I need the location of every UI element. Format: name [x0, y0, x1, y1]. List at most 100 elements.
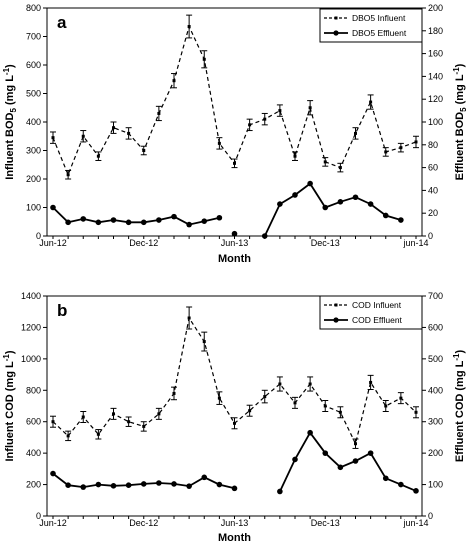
- influent-point: [172, 391, 176, 395]
- effluent-point: [382, 212, 389, 219]
- influent-point: [66, 173, 70, 177]
- influent-point: [369, 100, 373, 104]
- influent-point: [263, 117, 267, 121]
- effluent-point: [398, 481, 404, 488]
- y-left-tick-label: 100: [26, 203, 41, 213]
- y-right-tick-label: 100: [428, 117, 443, 127]
- y-left-tick-label: 200: [26, 480, 41, 490]
- influent-point: [293, 401, 297, 405]
- axis-label-text: Effluent COD: [454, 394, 466, 462]
- legend-marker: [333, 317, 339, 323]
- effluent-point: [65, 482, 71, 489]
- axis-label-text: Influent BOD: [4, 112, 16, 179]
- y-right-tick-label: 60: [428, 163, 438, 173]
- influent-point: [369, 380, 373, 384]
- effluent-point: [80, 216, 87, 222]
- y-right-tick-label: 500: [428, 354, 443, 364]
- effluent-point: [292, 456, 298, 463]
- y-right-tick-label: 80: [428, 140, 438, 150]
- panel-label: b: [57, 301, 67, 320]
- effluent-point: [171, 481, 177, 487]
- effluent-point: [307, 429, 313, 436]
- x-axis-label: Month: [218, 253, 251, 265]
- y-right-tick-label: 700: [428, 291, 443, 301]
- effluent-point: [171, 213, 177, 220]
- y-right-tick-label: 200: [428, 448, 443, 458]
- y-left-tick-label: 700: [26, 32, 41, 42]
- y-right-tick-label: 140: [428, 71, 443, 81]
- effluent-point: [367, 201, 374, 207]
- y-left-tick-label: 600: [26, 60, 41, 70]
- effluent-point: [398, 217, 404, 223]
- effluent-point: [292, 192, 298, 198]
- effluent-point: [367, 450, 374, 456]
- y-right-tick-label: 100: [428, 480, 443, 490]
- effluent-point: [110, 483, 117, 489]
- axis-label-superscript: -1: [2, 67, 11, 75]
- influent-point: [142, 149, 146, 152]
- effluent-point: [140, 481, 147, 487]
- series-influent: [50, 306, 419, 449]
- y-right-tick-label: 120: [428, 94, 443, 104]
- axis-label-subscript: 5: [9, 108, 18, 113]
- effluent-point: [382, 475, 389, 482]
- y-left-tick-label: 600: [26, 417, 41, 427]
- effluent-point: [125, 482, 132, 489]
- axis-label-units: (mg L: [454, 360, 466, 393]
- influent-point: [66, 434, 70, 438]
- effluent-point: [277, 488, 283, 495]
- x-tick-label: Jun-13: [221, 238, 249, 248]
- x-tick-label: Jun-12: [39, 518, 67, 528]
- effluent-point: [231, 485, 238, 492]
- effluent-point: [231, 230, 238, 237]
- axis-label-units: (mg L: [4, 361, 16, 394]
- effluent-point: [352, 458, 359, 464]
- axis-label-subscript: 5: [459, 107, 468, 112]
- series-influent: [50, 14, 419, 180]
- y-left-axis-label: Influent COD (mg L-1): [2, 350, 16, 461]
- y-right-tick-label: 20: [428, 208, 438, 218]
- y-left-tick-label: 1400: [21, 291, 41, 301]
- legend: COD Influent COD Effluent: [319, 295, 423, 330]
- effluent-point: [50, 470, 56, 477]
- legend-marker: [334, 303, 338, 307]
- influent-point: [323, 404, 327, 408]
- y-left-tick-label: 0: [36, 511, 41, 521]
- influent-point: [217, 141, 221, 145]
- influent-point: [51, 136, 55, 140]
- y-right-tick-label: 0: [428, 511, 433, 521]
- y-right-tick-label: 400: [428, 385, 443, 395]
- x-tick-label: jun-14: [402, 518, 428, 528]
- legend: DBO5 Influent DBO5 Effluent: [319, 8, 423, 43]
- influent-point: [202, 340, 206, 344]
- x-tick-label: Dec-12: [129, 518, 158, 528]
- y-right-tick-label: 0: [428, 231, 433, 241]
- effluent-point: [216, 481, 223, 488]
- effluent-point: [352, 194, 359, 201]
- legend-marker: [334, 16, 338, 20]
- y-left-tick-label: 400: [26, 448, 41, 458]
- y-left-tick-label: 800: [26, 3, 41, 13]
- influent-point: [112, 412, 115, 416]
- effluent-point: [322, 450, 329, 456]
- legend-box: [319, 8, 423, 43]
- effluent-point: [337, 464, 344, 471]
- axis-label-close: ): [4, 350, 16, 354]
- influent-point: [233, 421, 236, 425]
- effluent-point: [307, 180, 313, 187]
- y-right-tick-label: 180: [428, 26, 443, 36]
- influent-point: [354, 131, 357, 135]
- axis-label-superscript: -1: [2, 354, 11, 362]
- influent-point: [81, 415, 85, 419]
- influent-point: [308, 106, 312, 110]
- panel-b: 0 200 400 600 800 1000 1200 1400 0 100 200 300 400 50…: [2, 291, 466, 544]
- influent-point: [81, 134, 85, 138]
- legend-label: DBO5 Influent: [352, 13, 406, 23]
- influent-point: [278, 382, 282, 386]
- y-right-axis-label: Effluent COD (mg L-1): [452, 350, 466, 463]
- effluent-point: [156, 480, 162, 486]
- influent-point: [157, 111, 161, 115]
- legend-marker: [333, 30, 339, 36]
- effluent-point: [337, 199, 344, 205]
